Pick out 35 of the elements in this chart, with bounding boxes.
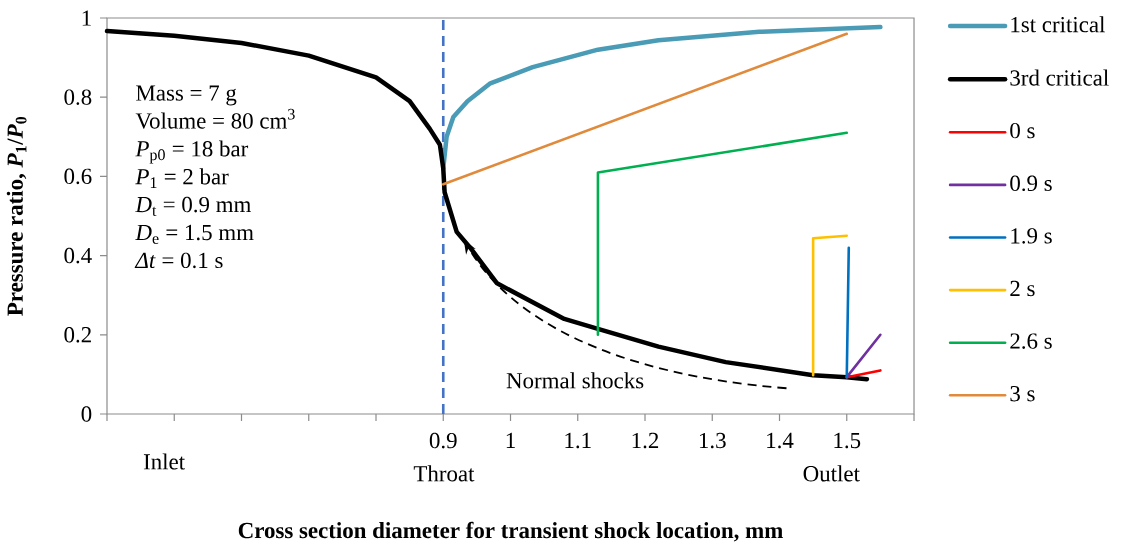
y-tick-label: 0 xyxy=(81,406,92,422)
x-tick-label: 0.9 xyxy=(429,432,457,449)
y-tick-label: 0.4 xyxy=(64,247,92,264)
annotation: D$_{t}$ = 0.9 mm xyxy=(135,196,251,216)
y-tick-label: 1 xyxy=(82,10,91,26)
text: Throat xyxy=(413,465,475,482)
x-tick-label: 1.5 xyxy=(834,432,861,449)
y-tick-label: 0.8 xyxy=(64,89,92,105)
legend-label: 1st critical xyxy=(1011,16,1105,33)
legend-label: 0 s xyxy=(1010,122,1035,139)
annotation: Δt = 0.1 s xyxy=(134,252,223,269)
text: Outlet xyxy=(803,465,860,482)
x-tick-label: 1.1 xyxy=(565,432,591,449)
x-axis-title: Cross section diameter for transient shock location, mm xyxy=(238,521,783,542)
annotation: P$_{1}$ = 2 bar xyxy=(135,168,229,188)
y-tick-label: 0.6 xyxy=(64,168,92,185)
legend-label: 2 s xyxy=(1010,280,1035,297)
y-axis-title: Pressure ratio, P$_{1}$/P$_{0}$ xyxy=(6,116,27,316)
legend-label: 1.9 s xyxy=(1011,228,1052,244)
y-tick-label: 0.2 xyxy=(64,327,91,343)
annotation: D$_{e}$ = 1.5 mm xyxy=(135,224,254,244)
x-tick-label: 1 xyxy=(506,432,515,448)
x-tick-label: 1.4 xyxy=(767,432,794,449)
annotation: Mass = 7 g xyxy=(136,85,237,106)
annotation: Normal shocks xyxy=(506,372,644,389)
annotation: Volume = 80 cm$^{3}$ xyxy=(135,108,295,129)
x-tick-label: 1.2 xyxy=(632,432,659,449)
annotation: P$_{p0}$ = 18 bar xyxy=(135,140,249,164)
legend-label: 3rd critical xyxy=(1010,69,1109,86)
text: Inlet xyxy=(143,453,185,470)
legend-label: 0.9 s xyxy=(1010,175,1052,192)
line-series xyxy=(441,24,883,171)
legend-label: 3 s xyxy=(1010,385,1035,402)
legend-label: 2.6 s xyxy=(1010,333,1052,349)
x-tick-label: 1.3 xyxy=(699,432,726,449)
